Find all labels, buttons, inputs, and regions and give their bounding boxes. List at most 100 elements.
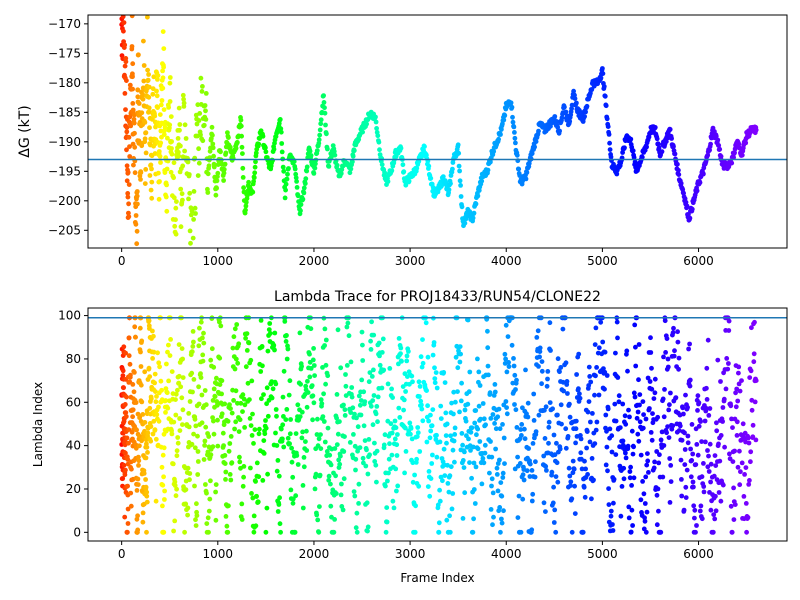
data-point <box>175 440 181 446</box>
data-point <box>444 440 449 446</box>
data-point <box>577 391 582 397</box>
data-point <box>356 393 362 399</box>
data-point <box>665 364 671 370</box>
data-point <box>513 140 518 146</box>
data-point <box>532 144 537 150</box>
data-point <box>683 495 689 500</box>
data-point <box>264 385 270 391</box>
data-point <box>241 464 247 469</box>
data-point <box>243 207 248 213</box>
data-point <box>173 217 178 223</box>
data-point <box>600 71 606 76</box>
data-point <box>238 117 244 123</box>
data-point <box>206 529 211 535</box>
data-point <box>229 460 235 466</box>
data-point <box>601 366 606 371</box>
data-point <box>585 409 591 415</box>
data-point <box>512 372 518 378</box>
data-point <box>158 160 163 165</box>
data-point <box>178 384 184 390</box>
data-point <box>332 446 338 451</box>
data-point <box>450 491 456 496</box>
data-point <box>539 381 544 387</box>
data-point <box>233 419 239 425</box>
data-point <box>589 87 595 92</box>
data-point <box>607 426 613 432</box>
data-point <box>457 359 463 365</box>
data-point <box>722 444 727 450</box>
data-point <box>130 382 136 387</box>
data-point <box>355 424 361 430</box>
data-point <box>455 389 460 394</box>
data-point <box>544 468 549 473</box>
data-point <box>360 358 366 363</box>
data-point <box>626 515 632 521</box>
data-point <box>451 389 457 395</box>
data-point <box>604 444 610 450</box>
data-point <box>351 148 357 154</box>
data-point <box>650 411 655 416</box>
data-point <box>628 464 633 470</box>
data-point <box>149 179 155 185</box>
data-point <box>305 378 310 384</box>
data-point <box>593 427 599 433</box>
data-point <box>492 421 497 426</box>
data-point <box>604 373 610 378</box>
data-point <box>191 377 197 382</box>
data-point <box>249 433 255 438</box>
data-point <box>684 203 690 209</box>
data-point <box>267 321 273 326</box>
data-point <box>364 121 369 127</box>
data-point <box>365 528 370 534</box>
data-point <box>182 529 188 535</box>
data-point <box>750 422 756 428</box>
data-point <box>143 484 149 490</box>
data-point <box>169 369 175 374</box>
data-point <box>654 136 660 142</box>
data-point <box>543 464 549 469</box>
data-point <box>521 477 527 483</box>
data-point <box>307 148 313 154</box>
data-point <box>132 170 138 176</box>
data-point <box>350 153 356 159</box>
data-point <box>227 472 233 477</box>
data-point <box>656 145 662 151</box>
data-point <box>447 473 453 479</box>
data-points <box>119 15 759 247</box>
data-point <box>417 394 422 399</box>
data-point <box>253 523 259 529</box>
data-point <box>146 318 152 324</box>
data-point <box>587 374 593 379</box>
data-point <box>557 446 563 452</box>
data-point <box>304 164 310 170</box>
data-point <box>310 357 316 363</box>
data-point <box>630 148 636 154</box>
data-point <box>182 122 188 128</box>
data-point <box>460 458 466 463</box>
data-point <box>658 437 664 443</box>
data-point <box>640 425 646 431</box>
data-point <box>488 507 494 512</box>
data-point <box>239 133 245 139</box>
data-point <box>183 501 189 507</box>
data-point <box>183 136 189 141</box>
data-point <box>251 179 256 184</box>
data-point <box>644 462 650 468</box>
data-point <box>359 377 365 383</box>
data-point <box>257 426 262 432</box>
data-point <box>506 360 511 365</box>
data-point <box>728 403 734 409</box>
data-point <box>489 476 495 482</box>
data-point <box>512 130 517 135</box>
data-point <box>124 147 129 153</box>
data-point <box>156 360 162 366</box>
data-point <box>148 187 154 193</box>
y-tick-label: −200 <box>48 194 81 208</box>
data-point <box>743 501 749 506</box>
data-point <box>167 80 173 86</box>
data-point <box>192 445 198 451</box>
data-point <box>414 434 420 439</box>
data-point <box>215 417 220 423</box>
data-point <box>515 454 520 460</box>
data-point <box>529 498 535 504</box>
